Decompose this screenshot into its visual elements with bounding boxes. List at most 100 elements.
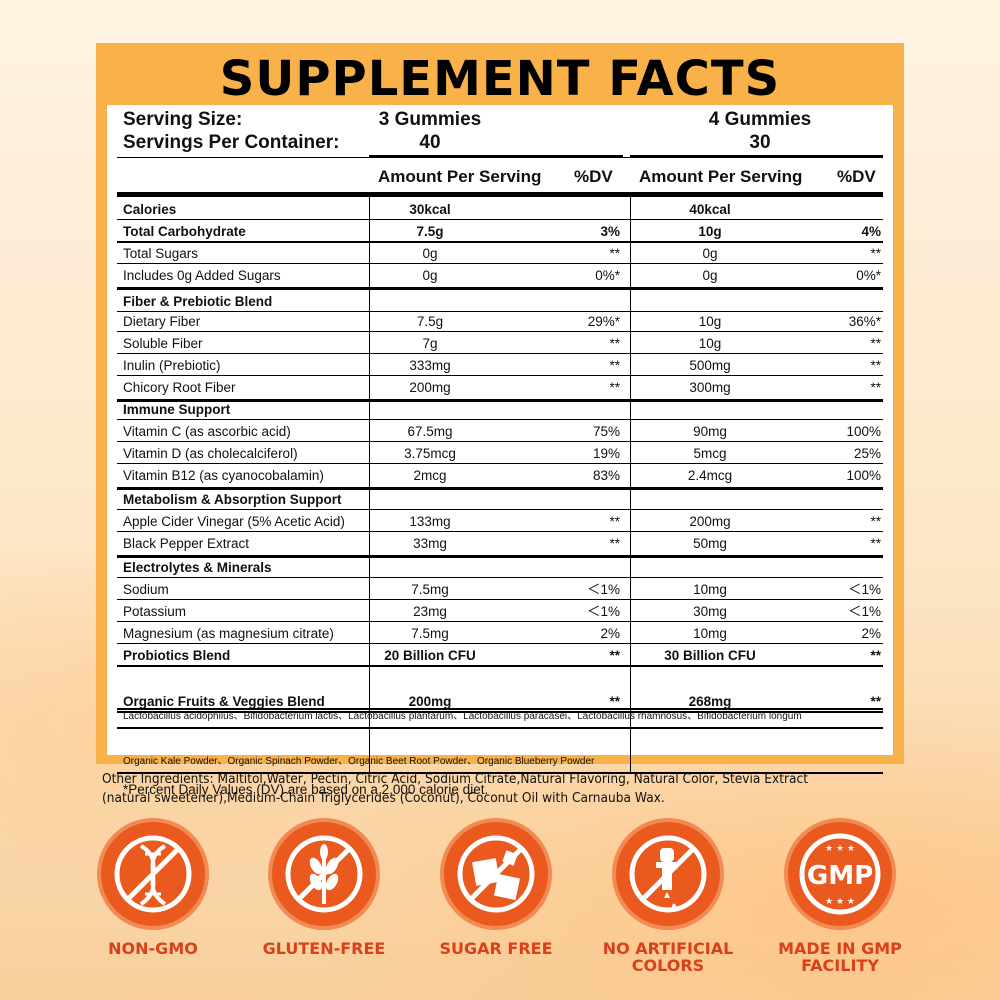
section-rule [117,555,883,558]
row-amount-a: 20 Billion CFU [384,648,476,663]
row-rule [117,599,883,600]
facts-table: Serving Size: Servings Per Container: 3 … [107,105,893,796]
row-label: Apple Cider Vinegar (5% Acetic Acid) [123,514,345,529]
row-rule [117,711,883,713]
row-dv-b: 36%* [848,314,881,329]
row-amount-b: 10g [698,336,722,351]
row-dv-b: 4% [861,224,881,239]
row-amount-a: 23mg [413,604,447,619]
row-amount-a: 200mg [409,380,451,395]
row-amount-a: 7.5mg [411,626,449,641]
row-dv-b: ** [870,536,881,551]
row-amount-a: 333mg [409,358,451,373]
no-artificial-colors-badge [612,818,724,930]
row-dv-b: 100% [846,424,881,439]
row-amount-a: 0g [422,246,438,261]
row-amount-a: 7.5g [416,314,444,329]
row-label: Calories [123,202,177,217]
column-amount-a: Amount Per Serving [378,167,542,186]
servings-count-b: 30 [749,132,771,153]
row-dv-a: ** [609,536,620,551]
non-gmo-badge [97,818,209,930]
row-label: Probiotics Blend [123,648,231,663]
column-dv-b: %DV [837,167,876,186]
row-rule [117,727,883,729]
svg-text:★ ★ ★: ★ ★ ★ [825,844,855,854]
row-label: Electrolytes & Minerals [123,560,272,575]
row-amount-a: 3.75mcg [404,446,456,461]
row-amount-b: 10g [698,314,722,329]
row-rule [117,772,883,774]
row-label: Includes 0g Added Sugars [123,268,281,283]
row-amount-b: 30 Billion CFU [664,648,756,663]
gmp-badge: ★ ★ ★ ★ ★ ★ GMP [784,818,896,930]
row-amount-b: 10mg [693,582,727,597]
row-dv-a: ** [609,694,620,709]
row-dv-b: ** [870,358,881,373]
section-rule [117,487,883,490]
probiotics-strain-list: Lactobacillus acidophilus、Bifidobacteriu… [123,711,802,722]
row-dv-b: ＜1% [847,604,881,619]
row-rule [117,665,883,667]
svg-text:GMP: GMP [807,861,873,891]
section-rule [117,287,883,290]
badge-label-sugar-free: SUGAR FREE [439,939,553,958]
row-amount-a: 0g [422,268,438,283]
row-rule [117,643,883,644]
row-rule [117,331,883,332]
dropper-crossed-icon [629,835,707,913]
row-dv-a: 29%* [587,314,620,329]
row-label: Inulin (Prebiotic) [123,358,221,373]
row-label: Soluble Fiber [123,336,203,351]
serving-size-b: 4 Gummies [708,109,812,130]
row-dv-a: 0%* [595,268,620,283]
row-rule [117,621,883,622]
row-label: Sodium [123,582,169,597]
row-amount-a: 7g [422,336,438,351]
row-amount-b: 200mg [689,514,731,529]
row-label: Metabolism & Absorption Support [123,492,342,507]
row-dv-a: ** [609,648,620,663]
row-rule [117,241,883,243]
row-rule [117,219,883,220]
row-amount-a: 7.5g [416,224,444,239]
row-amount-a: 67.5mg [407,424,453,439]
column-divider [369,197,370,772]
other-ingredients: Other Ingredients: Maltitol,Water, Pecti… [102,772,809,806]
row-dv-a: ＜1% [586,582,620,597]
row-amount-b: 0g [702,268,718,283]
row-rule [117,531,883,532]
row-label: Fiber & Prebiotic Blend [123,294,273,309]
row-label: Organic Fruits & Veggies Blend [123,694,325,709]
row-dv-a: ** [609,514,620,529]
row-rule [117,263,883,264]
serving-size-label: Serving Size: [123,109,243,130]
row-amount-a: 133mg [409,514,451,529]
row-amount-b: 50mg [693,536,727,551]
row-dv-b: 0%* [856,268,881,283]
row-amount-a: 30kcal [409,202,451,217]
veggies-ingredient-list: Organic Kale Powder、Organic Spinach Powd… [123,756,595,767]
row-dv-b: ** [870,514,881,529]
row-rule [117,375,883,376]
row-label: Chicory Root Fiber [123,380,236,395]
badge-label-no-artificial-colors: NO ARTIFICIAL COLORS [602,939,734,975]
row-dv-a: ** [609,358,620,373]
row-label: Total Carbohydrate [123,224,246,239]
row-label: Magnesium (as magnesium citrate) [123,626,334,641]
row-dv-b: 2% [861,626,881,641]
row-dv-a: ** [609,336,620,351]
row-amount-b: 40kcal [689,202,731,217]
row-amount-b: 5mcg [693,446,727,461]
row-amount-b: 500mg [689,358,731,373]
row-amount-a: 2mcg [413,468,447,483]
row-dv-a: 3% [600,224,620,239]
row-dv-b: ＜1% [847,582,881,597]
panel-title: SUPPLEMENT FACTS [219,51,781,107]
row-amount-a: 33mg [413,536,447,551]
rule-line [630,155,883,157]
row-dv-a: ＜1% [586,604,620,619]
row-amount-a: 7.5mg [411,582,449,597]
row-amount-b: 10g [698,224,722,239]
rule-line [369,157,623,158]
